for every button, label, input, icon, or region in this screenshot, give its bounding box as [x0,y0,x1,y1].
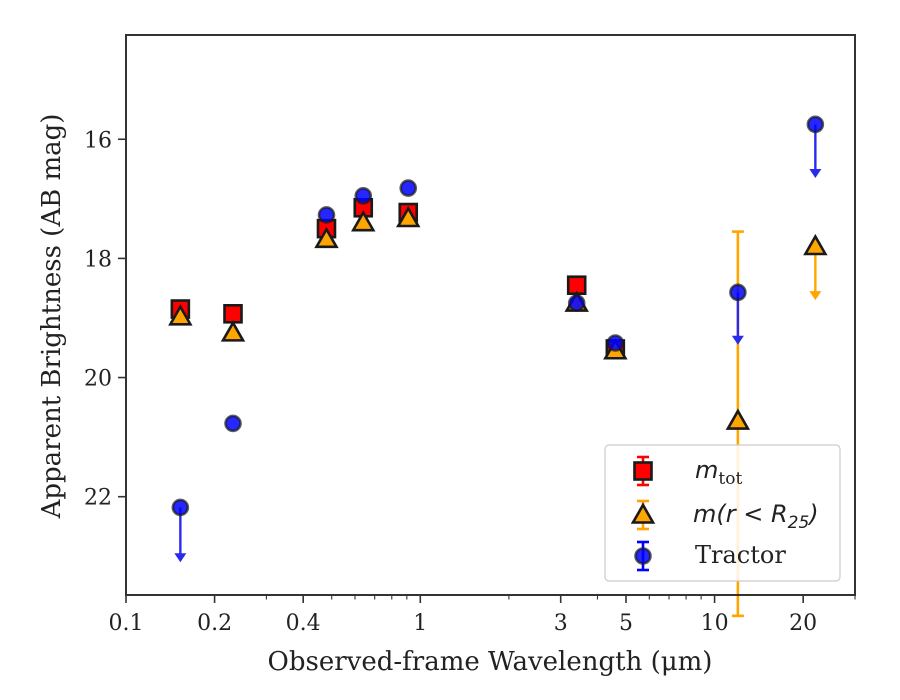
triangle-point [168,304,193,326]
y-axis-label: Apparent Brightness (AB mag) [37,114,67,520]
x-tick-label: 0.4 [286,611,321,636]
circle-point [171,498,190,517]
x-tick-label: 1 [413,611,427,636]
upper-limit-arrowhead [809,168,822,178]
circle-point [224,414,242,433]
square-point [223,304,243,324]
data-marks [168,115,828,618]
legend-label-mtot: mtot [695,456,742,489]
series-tractor [171,115,825,563]
circle-point [354,187,373,205]
legend-markers [630,455,656,572]
x-tick-label: 0.1 [109,611,144,636]
triangle-point [803,233,828,256]
circle-point [317,206,336,224]
legend-r25-sub: 25 [788,513,810,533]
legend-label-r25: m(r < R25) [693,500,819,533]
triangle-point [725,408,751,430]
triangle-point [220,320,246,342]
y-tick-label: 16 [84,128,112,153]
y-tick-label: 20 [84,367,112,392]
legend-circle-marker [634,547,652,565]
legend-mtot-main: m [695,456,718,484]
legend-mtot-sub: tot [718,469,742,489]
legend-label-tractor: Tractor [695,541,786,569]
triangle-point [395,205,421,228]
plot-frame [125,34,856,596]
circle-point [567,294,586,312]
triangle-point [314,226,339,249]
y-tick-label: 22 [84,486,112,511]
upper-limit-arrowhead [174,553,187,563]
y-tick-label: 18 [84,247,112,272]
legend-box [604,444,841,582]
upper-limit-arrowhead [809,291,822,301]
circle-point [729,283,747,302]
circle-point [399,179,418,197]
axis-ticks: 0.1 0.2 0.4 1 3 5 10 20 16 18 20 22 [84,128,856,636]
legend-r25-close: ) [807,500,818,528]
upper-limit-arrowhead [731,335,744,345]
circle-point [806,115,825,134]
triangle-point [351,210,376,232]
x-tick-label: 3 [554,611,568,636]
circle-point [606,334,625,352]
x-tick-label: 5 [619,611,633,636]
legend-triangle-marker [630,502,656,524]
x-tick-label: 0.2 [197,611,232,636]
legend-r25-main: m(r < R [693,500,788,528]
x-axis-label: Observed-frame Wavelength (μm) [268,647,713,677]
x-tick-label: 20 [789,611,817,636]
x-tick-label: 10 [701,611,729,636]
legend-square-marker [633,461,653,481]
legend: mtot m(r < R25) Tractor [604,444,841,582]
